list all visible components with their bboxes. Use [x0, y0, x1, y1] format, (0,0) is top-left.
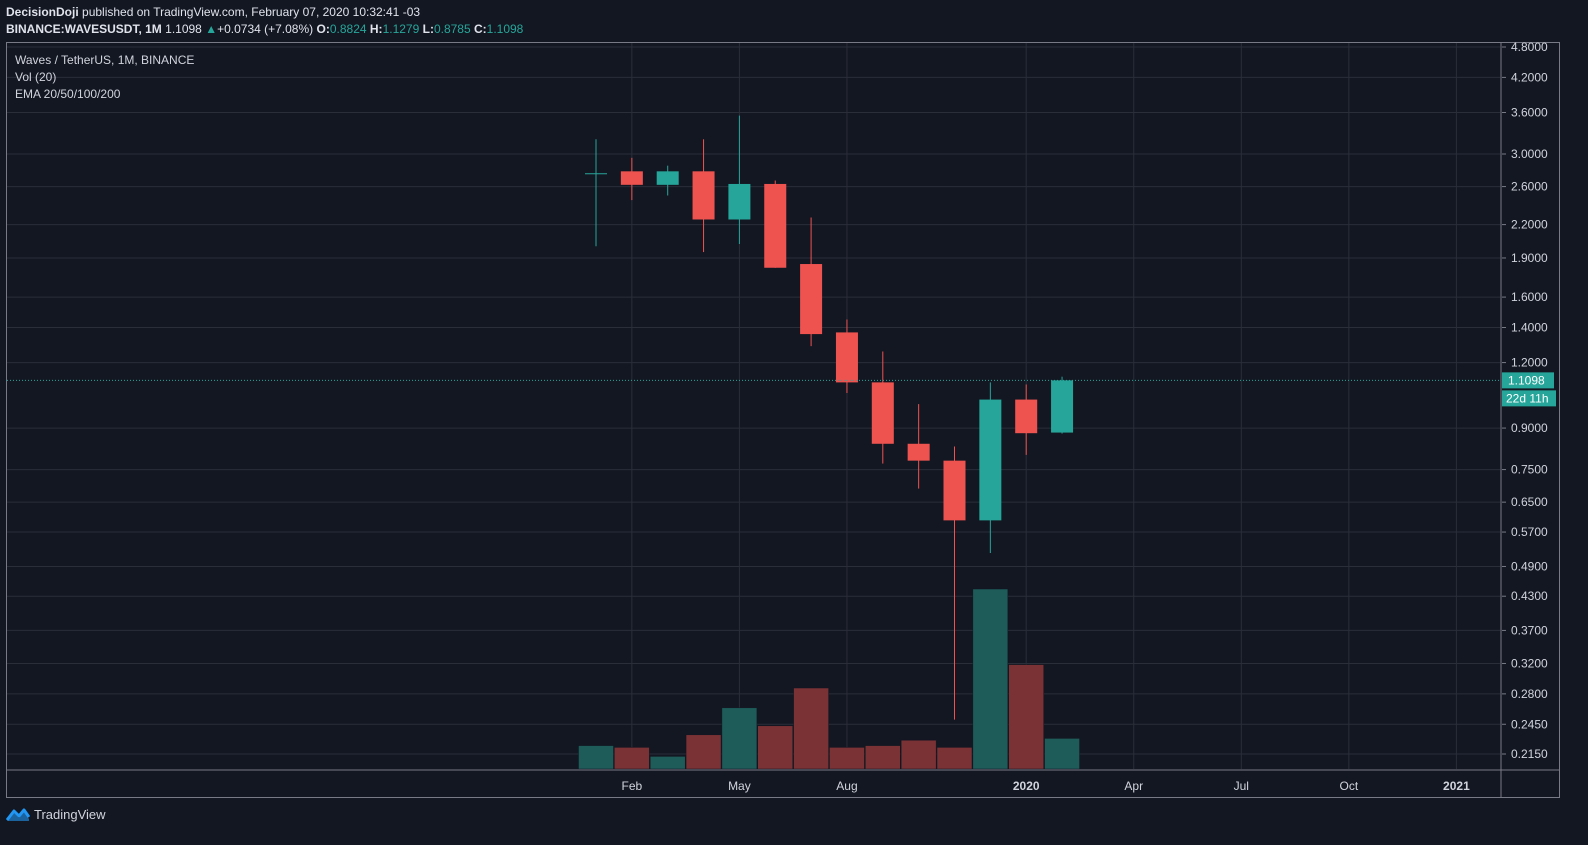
y-tick-label: 0.5700	[1511, 525, 1548, 539]
y-tick-label: 0.2150	[1511, 747, 1548, 761]
y-tick-label: 1.9000	[1511, 251, 1548, 265]
candle-body	[835, 332, 858, 383]
author-name[interactable]: DecisionDoji	[6, 5, 79, 19]
volume-bar	[865, 745, 901, 770]
last-price-label-bg	[1502, 372, 1554, 389]
x-tick-label: Oct	[1340, 779, 1359, 793]
y-tick-label: 2.6000	[1511, 180, 1548, 194]
y-tick-label: 0.7500	[1511, 463, 1548, 477]
x-tick-label: Apr	[1124, 779, 1143, 793]
open-value: 0.8824	[329, 22, 367, 36]
last-price: 1.1098	[165, 22, 202, 36]
candle-body	[800, 264, 823, 335]
last-price-label: 1.1098	[1508, 373, 1545, 387]
candle-body	[764, 183, 787, 268]
y-tick-label: 4.8000	[1511, 40, 1548, 54]
y-tick-label: 4.2000	[1511, 70, 1548, 84]
high-value: 1.1279	[382, 22, 420, 36]
brand-name: TradingView	[34, 807, 106, 822]
legend-title: Waves / TetherUS, 1M, BINANCE	[15, 53, 195, 67]
y-tick-label: 3.0000	[1511, 147, 1548, 161]
quote-line: BINANCE:WAVESUSDT, 1M 1.1098 ▲+0.0734 (+…	[6, 22, 523, 36]
open-label: O:	[316, 22, 330, 36]
volume-bar	[578, 745, 614, 770]
y-tick-label: 0.3200	[1511, 656, 1548, 670]
y-tick-label: 1.6000	[1511, 290, 1548, 304]
y-tick-label: 1.2000	[1511, 356, 1548, 370]
y-tick-label: 0.2450	[1511, 717, 1548, 731]
y-tick-label: 0.4300	[1511, 589, 1548, 603]
price-change: +0.0734 (+7.08%)	[217, 22, 314, 36]
tradingview-logo-icon	[6, 808, 30, 821]
chart-frame	[6, 42, 1560, 798]
candle-body	[1051, 380, 1074, 433]
countdown-label: 22d 11h	[1506, 391, 1549, 405]
publish-info: DecisionDoji published on TradingView.co…	[6, 5, 420, 19]
candle-body	[692, 171, 715, 220]
candle-body	[907, 443, 930, 461]
high-label: H:	[369, 22, 383, 36]
x-tick-label: May	[728, 779, 751, 793]
up-arrow-icon: ▲	[205, 22, 218, 36]
legend-ema[interactable]: EMA 20/50/100/200	[15, 87, 121, 101]
x-tick-label: Aug	[836, 779, 857, 793]
y-tick-label: 1.4000	[1511, 320, 1548, 334]
low-label: L:	[422, 22, 434, 36]
y-tick-label: 0.9000	[1511, 421, 1548, 435]
volume-bar	[1008, 664, 1044, 770]
x-tick-label: Jul	[1234, 779, 1249, 793]
legend-volume[interactable]: Vol (20)	[15, 70, 57, 84]
volume-bar	[1044, 738, 1080, 770]
candle-body	[728, 183, 751, 220]
candle-body	[656, 171, 679, 185]
x-tick-label: 2020	[1013, 779, 1040, 793]
countdown-label-bg	[1502, 390, 1556, 407]
volume-bar	[614, 747, 650, 770]
y-tick-label: 3.6000	[1511, 105, 1548, 119]
y-tick-label: 0.3700	[1511, 623, 1548, 637]
x-tick-label: 2021	[1443, 779, 1470, 793]
candle-body	[1015, 399, 1038, 434]
footer-brand[interactable]: TradingView	[6, 807, 106, 822]
y-tick-label: 2.2000	[1511, 218, 1548, 232]
candle-body	[943, 460, 966, 521]
candle-body	[620, 171, 643, 185]
publish-details: published on TradingView.com, February 0…	[82, 5, 421, 19]
volume-bar	[829, 747, 865, 770]
volume-bar	[936, 747, 973, 770]
y-tick-label: 0.6500	[1511, 495, 1548, 509]
volume-bar	[757, 725, 793, 770]
y-tick-label: 0.2800	[1511, 687, 1548, 701]
volume-bar	[793, 687, 829, 770]
volume-bar	[721, 707, 758, 770]
volume-bar	[649, 756, 686, 770]
close-value: 1.1098	[486, 22, 524, 36]
volume-bar	[900, 739, 937, 770]
volume-bar	[685, 734, 722, 770]
y-tick-label: 0.4900	[1511, 559, 1548, 573]
symbol-label[interactable]: BINANCE:WAVESUSDT, 1M	[6, 22, 162, 36]
low-value: 0.8785	[433, 22, 471, 36]
candle-body	[871, 382, 894, 444]
volume-bar	[972, 588, 1009, 770]
candle-body	[979, 399, 1002, 521]
close-label: C:	[473, 22, 487, 36]
x-tick-label: Feb	[622, 779, 643, 793]
